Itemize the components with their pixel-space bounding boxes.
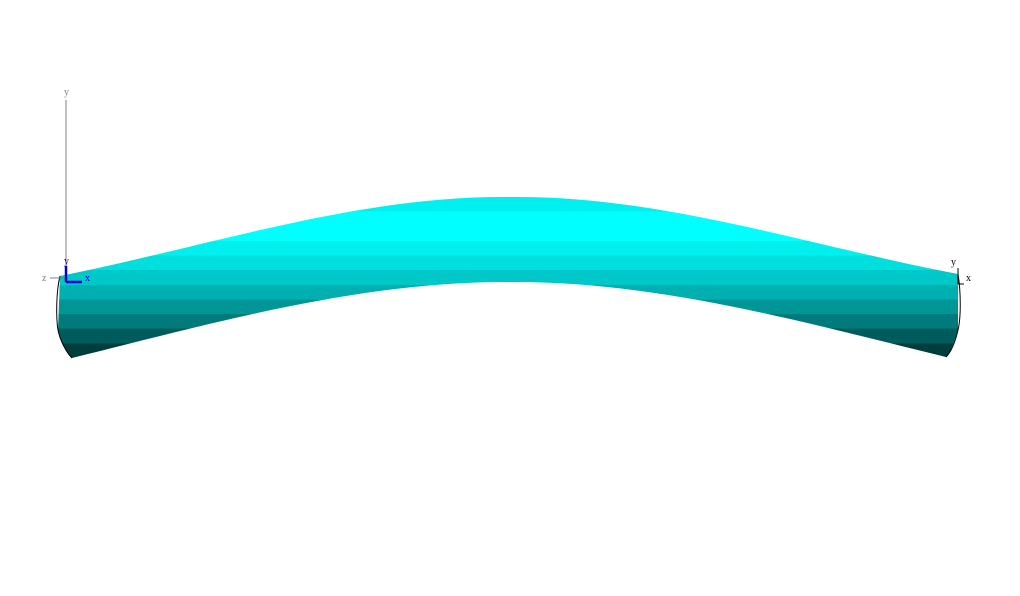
- local-start-x-label: x: [85, 273, 90, 284]
- local-axes-end: y x: [951, 257, 971, 285]
- global-axes: y z: [42, 87, 69, 284]
- pipe-end-cap-left: [56, 275, 73, 359]
- global-z-label: z: [42, 273, 47, 284]
- global-coordinate-triad-icon: y x: [64, 256, 90, 284]
- local-end-y-label: y: [951, 257, 956, 268]
- pipe-surface: [58, 196, 958, 358]
- bent-pipe[interactable]: [56, 196, 961, 359]
- pipe-end-cap-right: [945, 273, 961, 358]
- global-y-label: y: [64, 87, 69, 98]
- local-start-y-label: y: [64, 256, 69, 267]
- local-end-x-label: x: [966, 273, 971, 284]
